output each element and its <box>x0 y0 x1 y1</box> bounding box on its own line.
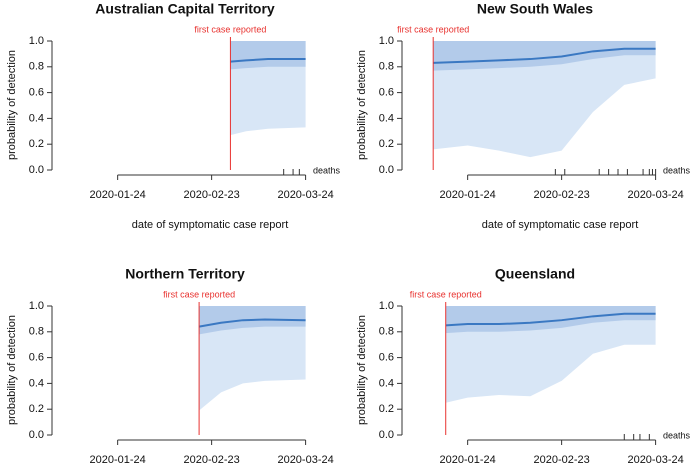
y-tick-label: 0.6 <box>379 352 394 364</box>
y-tick-label: 0.4 <box>29 112 44 124</box>
y-tick-label: 1.0 <box>29 300 44 312</box>
y-axis-label: probability of detection <box>356 315 368 425</box>
outer-band <box>433 41 656 158</box>
first-case-annotation: first case reported <box>194 24 266 34</box>
x-axis-label: date of symptomatic case report <box>132 219 289 231</box>
y-tick-label: 0.4 <box>29 377 44 389</box>
outer-band <box>199 306 306 411</box>
y-tick-label: 0.2 <box>379 138 394 150</box>
y-tick-label: 0.0 <box>29 429 44 441</box>
x-tick-label: 2020-02-23 <box>533 189 589 201</box>
y-axis-label: probability of detection <box>356 50 368 160</box>
panel-title: Northern Territory <box>125 266 245 282</box>
y-tick-label: 0.4 <box>379 112 394 124</box>
y-axis-label: probability of detection <box>6 315 18 425</box>
panel: Queensland probability of detection 0.0 0.2… <box>356 266 691 466</box>
y-tick-label: 0.0 <box>379 429 394 441</box>
deaths-label: deaths <box>663 165 691 175</box>
y-tick-label: 1.0 <box>29 35 44 47</box>
inner-band <box>433 41 656 71</box>
y-tick-label: 0.0 <box>29 164 44 176</box>
inner-band <box>230 41 306 70</box>
panel-title: Australian Capital Territory <box>95 1 275 17</box>
y-tick-label: 0.0 <box>379 164 394 176</box>
x-tick-label: 2020-01-24 <box>440 454 496 466</box>
y-tick-label: 0.2 <box>379 403 394 415</box>
x-tick-label: 2020-02-23 <box>533 454 589 466</box>
x-tick-label: 2020-03-24 <box>277 454 333 466</box>
x-tick-label: 2020-03-24 <box>277 189 333 201</box>
y-tick-label: 0.4 <box>379 377 394 389</box>
x-tick-label: 2020-01-24 <box>440 189 496 201</box>
x-tick-label: 2020-01-24 <box>90 454 146 466</box>
first-case-annotation: first case reported <box>410 289 482 299</box>
y-tick-label: 1.0 <box>379 35 394 47</box>
x-tick-label: 2020-01-24 <box>90 189 146 201</box>
panel: Australian Capital Territory probability … <box>6 1 341 231</box>
y-tick-label: 1.0 <box>379 300 394 312</box>
panel-title: Queensland <box>495 266 575 282</box>
y-tick-label: 0.6 <box>379 87 394 99</box>
y-tick-label: 0.6 <box>29 352 44 364</box>
x-tick-label: 2020-03-24 <box>627 189 683 201</box>
estimate-line <box>433 47 656 64</box>
estimate-line <box>198 318 306 328</box>
deaths-label: deaths <box>313 165 341 175</box>
y-tick-label: 0.8 <box>29 61 44 73</box>
panel-title: New South Wales <box>477 1 593 17</box>
y-tick-label: 0.2 <box>29 403 44 415</box>
inner-band <box>445 306 656 334</box>
y-tick-label: 0.8 <box>29 326 44 338</box>
y-tick-label: 0.8 <box>379 61 394 73</box>
x-tick-label: 2020-02-23 <box>183 454 239 466</box>
y-tick-label: 0.2 <box>29 138 44 150</box>
x-axis-label: date of symptomatic case report <box>482 219 639 231</box>
y-axis-label: probability of detection <box>6 50 18 160</box>
y-tick-label: 0.6 <box>29 87 44 99</box>
panel: Northern Territory probability of detecti… <box>6 266 334 466</box>
first-case-annotation: first case reported <box>163 289 235 299</box>
panel: New South Wales probability of detection d… <box>356 1 691 231</box>
first-case-annotation: first case reported <box>397 24 469 34</box>
estimate-line <box>230 58 306 63</box>
deaths-label: deaths <box>663 430 691 440</box>
estimate-line <box>445 312 656 327</box>
x-tick-label: 2020-03-24 <box>627 454 683 466</box>
x-tick-label: 2020-02-23 <box>183 189 239 201</box>
y-tick-label: 0.8 <box>379 326 394 338</box>
